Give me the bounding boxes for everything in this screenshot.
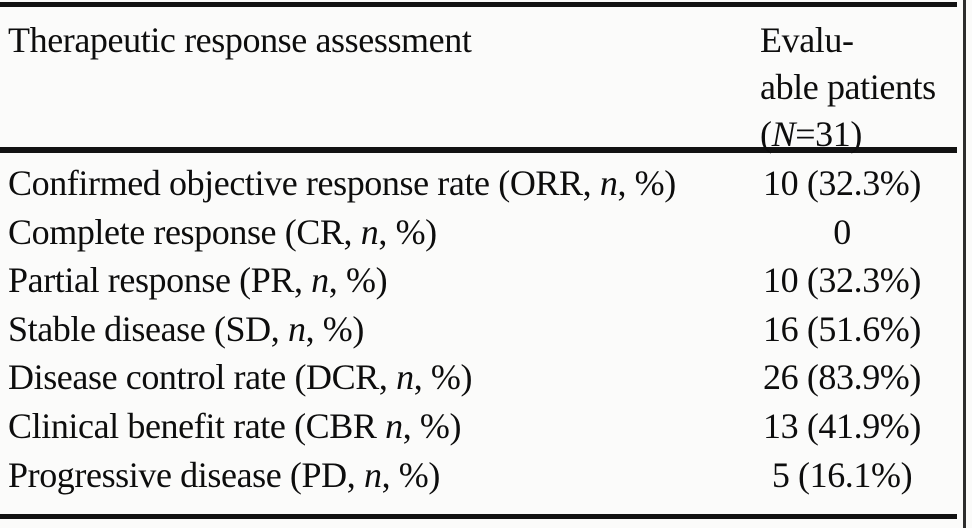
table-row-cr: Complete response (CR, n, %) 0 xyxy=(0,208,960,257)
row-value: 5 (16.1%) xyxy=(771,454,913,495)
row-value: 0 xyxy=(833,211,851,252)
row-label: Progressive disease (PD, n, %) xyxy=(8,454,440,495)
row-value: 10 (32.3%) xyxy=(763,260,921,301)
table-header-rule xyxy=(0,147,957,153)
row-label: Stable disease (SD, n, %) xyxy=(8,308,364,349)
table-row-dcr: Disease control rate (DCR, n, %) 26 (83.… xyxy=(0,353,960,402)
table-row-orr: Confirmed objective response rate (ORR, … xyxy=(0,159,960,208)
row-value: 13 (41.9%) xyxy=(763,405,921,446)
row-value: 16 (51.6%) xyxy=(763,308,921,349)
header-line-able-patients: able patients xyxy=(760,67,936,107)
row-label: Clinical benefit rate (CBR n, %) xyxy=(8,405,462,446)
header-line-n-equals: (N=31) xyxy=(760,114,862,154)
column-header-evaluable-patients: Evalu- able patients (N=31) xyxy=(760,17,960,158)
table-bottom-rule xyxy=(0,514,957,519)
row-value: 26 (83.9%) xyxy=(763,357,921,398)
table-row-pr: Partial response (PR, n, %) 10 (32.3%) xyxy=(0,256,960,305)
row-label: Partial response (PR, n, %) xyxy=(8,260,388,301)
page-column-divider xyxy=(963,0,966,528)
row-value: 10 (32.3%) xyxy=(763,163,921,203)
table-row-cbr: Clinical benefit rate (CBR n, %) 13 (41.… xyxy=(0,402,960,451)
table-row-pd: Progressive disease (PD, n, %) 5 (16.1%) xyxy=(0,451,960,500)
row-label: Confirmed objective response rate (ORR, … xyxy=(8,163,676,203)
table-body: Confirmed objective response rate (ORR, … xyxy=(0,159,960,499)
table-row-sd: Stable disease (SD, n, %) 16 (51.6%) xyxy=(0,305,960,354)
column-header-assessment: Therapeutic response assessment xyxy=(8,20,472,60)
row-label: Disease control rate (DCR, n, %) xyxy=(8,357,473,398)
row-label: Complete response (CR, n, %) xyxy=(8,211,437,252)
header-line-evalu: Evalu- xyxy=(760,20,854,60)
table-top-rule xyxy=(0,2,957,7)
